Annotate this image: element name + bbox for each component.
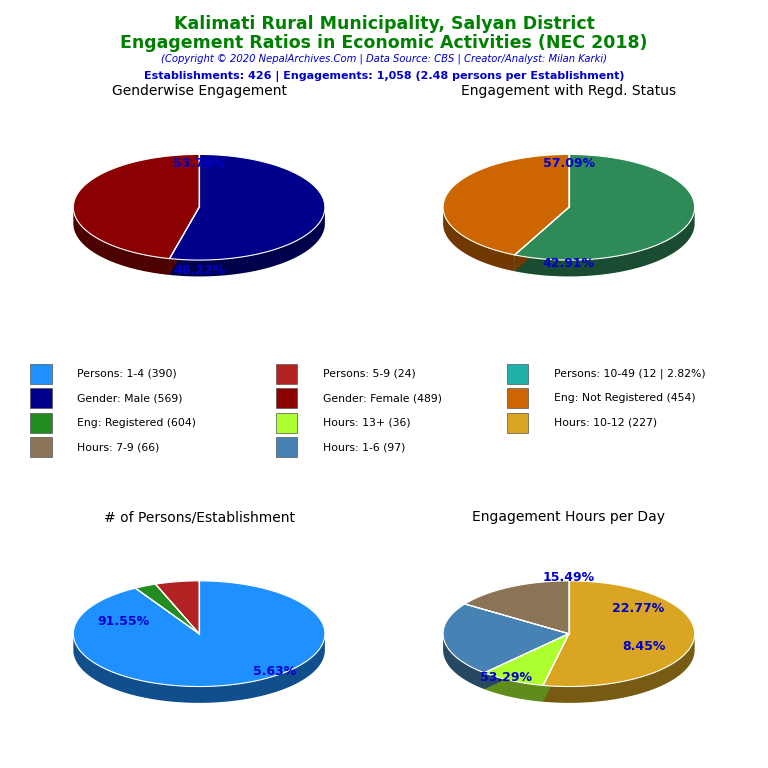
- Polygon shape: [443, 634, 485, 689]
- Text: Persons: 1-4 (390): Persons: 1-4 (390): [77, 369, 177, 379]
- FancyBboxPatch shape: [30, 412, 52, 432]
- Text: (Copyright © 2020 NepalArchives.Com | Data Source: CBS | Creator/Analyst: Milan : (Copyright © 2020 NepalArchives.Com | Da…: [161, 54, 607, 65]
- Polygon shape: [74, 154, 199, 259]
- Polygon shape: [74, 207, 170, 275]
- Polygon shape: [135, 584, 199, 634]
- Title: Engagement Hours per Day: Engagement Hours per Day: [472, 510, 665, 525]
- FancyBboxPatch shape: [276, 364, 297, 384]
- Polygon shape: [543, 634, 694, 703]
- FancyBboxPatch shape: [276, 388, 297, 409]
- FancyBboxPatch shape: [30, 364, 52, 384]
- Polygon shape: [74, 634, 325, 703]
- FancyBboxPatch shape: [276, 412, 297, 432]
- Polygon shape: [156, 581, 199, 634]
- Polygon shape: [515, 154, 694, 260]
- Title: Engagement with Regd. Status: Engagement with Regd. Status: [462, 84, 677, 98]
- Text: 53.78%: 53.78%: [173, 157, 225, 170]
- Text: Hours: 1-6 (97): Hours: 1-6 (97): [323, 442, 405, 452]
- Text: Hours: 7-9 (66): Hours: 7-9 (66): [77, 442, 160, 452]
- Text: 53.29%: 53.29%: [480, 671, 532, 684]
- Text: Persons: 10-49 (12 | 2.82%): Persons: 10-49 (12 | 2.82%): [554, 369, 705, 379]
- FancyBboxPatch shape: [507, 364, 528, 384]
- Text: 91.55%: 91.55%: [98, 614, 150, 627]
- Polygon shape: [543, 634, 569, 702]
- Text: 46.22%: 46.22%: [173, 263, 225, 276]
- Text: Eng: Not Registered (454): Eng: Not Registered (454): [554, 393, 695, 403]
- Text: 22.77%: 22.77%: [612, 602, 664, 615]
- Text: 42.91%: 42.91%: [543, 257, 595, 270]
- Polygon shape: [543, 581, 694, 687]
- Polygon shape: [485, 634, 569, 689]
- Text: Eng: Registered (604): Eng: Registered (604): [77, 418, 196, 428]
- Polygon shape: [443, 154, 569, 255]
- Title: # of Persons/Establishment: # of Persons/Establishment: [104, 510, 295, 525]
- Polygon shape: [443, 604, 569, 673]
- Polygon shape: [485, 634, 569, 685]
- Text: Kalimati Rural Municipality, Salyan District: Kalimati Rural Municipality, Salyan Dist…: [174, 15, 594, 33]
- Polygon shape: [485, 673, 543, 702]
- Polygon shape: [515, 208, 694, 276]
- Polygon shape: [170, 207, 199, 275]
- Text: Hours: 10-12 (227): Hours: 10-12 (227): [554, 418, 657, 428]
- FancyBboxPatch shape: [507, 388, 528, 409]
- Polygon shape: [465, 581, 569, 634]
- Text: Hours: 13+ (36): Hours: 13+ (36): [323, 418, 410, 428]
- Polygon shape: [74, 581, 325, 687]
- Polygon shape: [170, 207, 325, 276]
- Text: Establishments: 426 | Engagements: 1,058 (2.48 persons per Establishment): Establishments: 426 | Engagements: 1,058…: [144, 71, 624, 81]
- Text: Gender: Female (489): Gender: Female (489): [323, 393, 442, 403]
- Text: 8.45%: 8.45%: [623, 640, 666, 653]
- FancyBboxPatch shape: [507, 412, 528, 432]
- Text: Persons: 5-9 (24): Persons: 5-9 (24): [323, 369, 415, 379]
- Polygon shape: [543, 634, 569, 702]
- Text: 57.09%: 57.09%: [543, 157, 595, 170]
- Polygon shape: [515, 207, 569, 271]
- Polygon shape: [515, 207, 569, 271]
- Text: Engagement Ratios in Economic Activities (NEC 2018): Engagement Ratios in Economic Activities…: [121, 34, 647, 51]
- FancyBboxPatch shape: [276, 437, 297, 457]
- Text: 5.63%: 5.63%: [253, 665, 296, 678]
- Text: 15.49%: 15.49%: [543, 571, 595, 584]
- Polygon shape: [485, 634, 569, 689]
- Polygon shape: [443, 207, 515, 271]
- Polygon shape: [170, 154, 325, 260]
- FancyBboxPatch shape: [30, 388, 52, 409]
- Polygon shape: [170, 207, 199, 275]
- Text: Gender: Male (569): Gender: Male (569): [77, 393, 183, 403]
- FancyBboxPatch shape: [30, 437, 52, 457]
- Title: Genderwise Engagement: Genderwise Engagement: [111, 84, 286, 98]
